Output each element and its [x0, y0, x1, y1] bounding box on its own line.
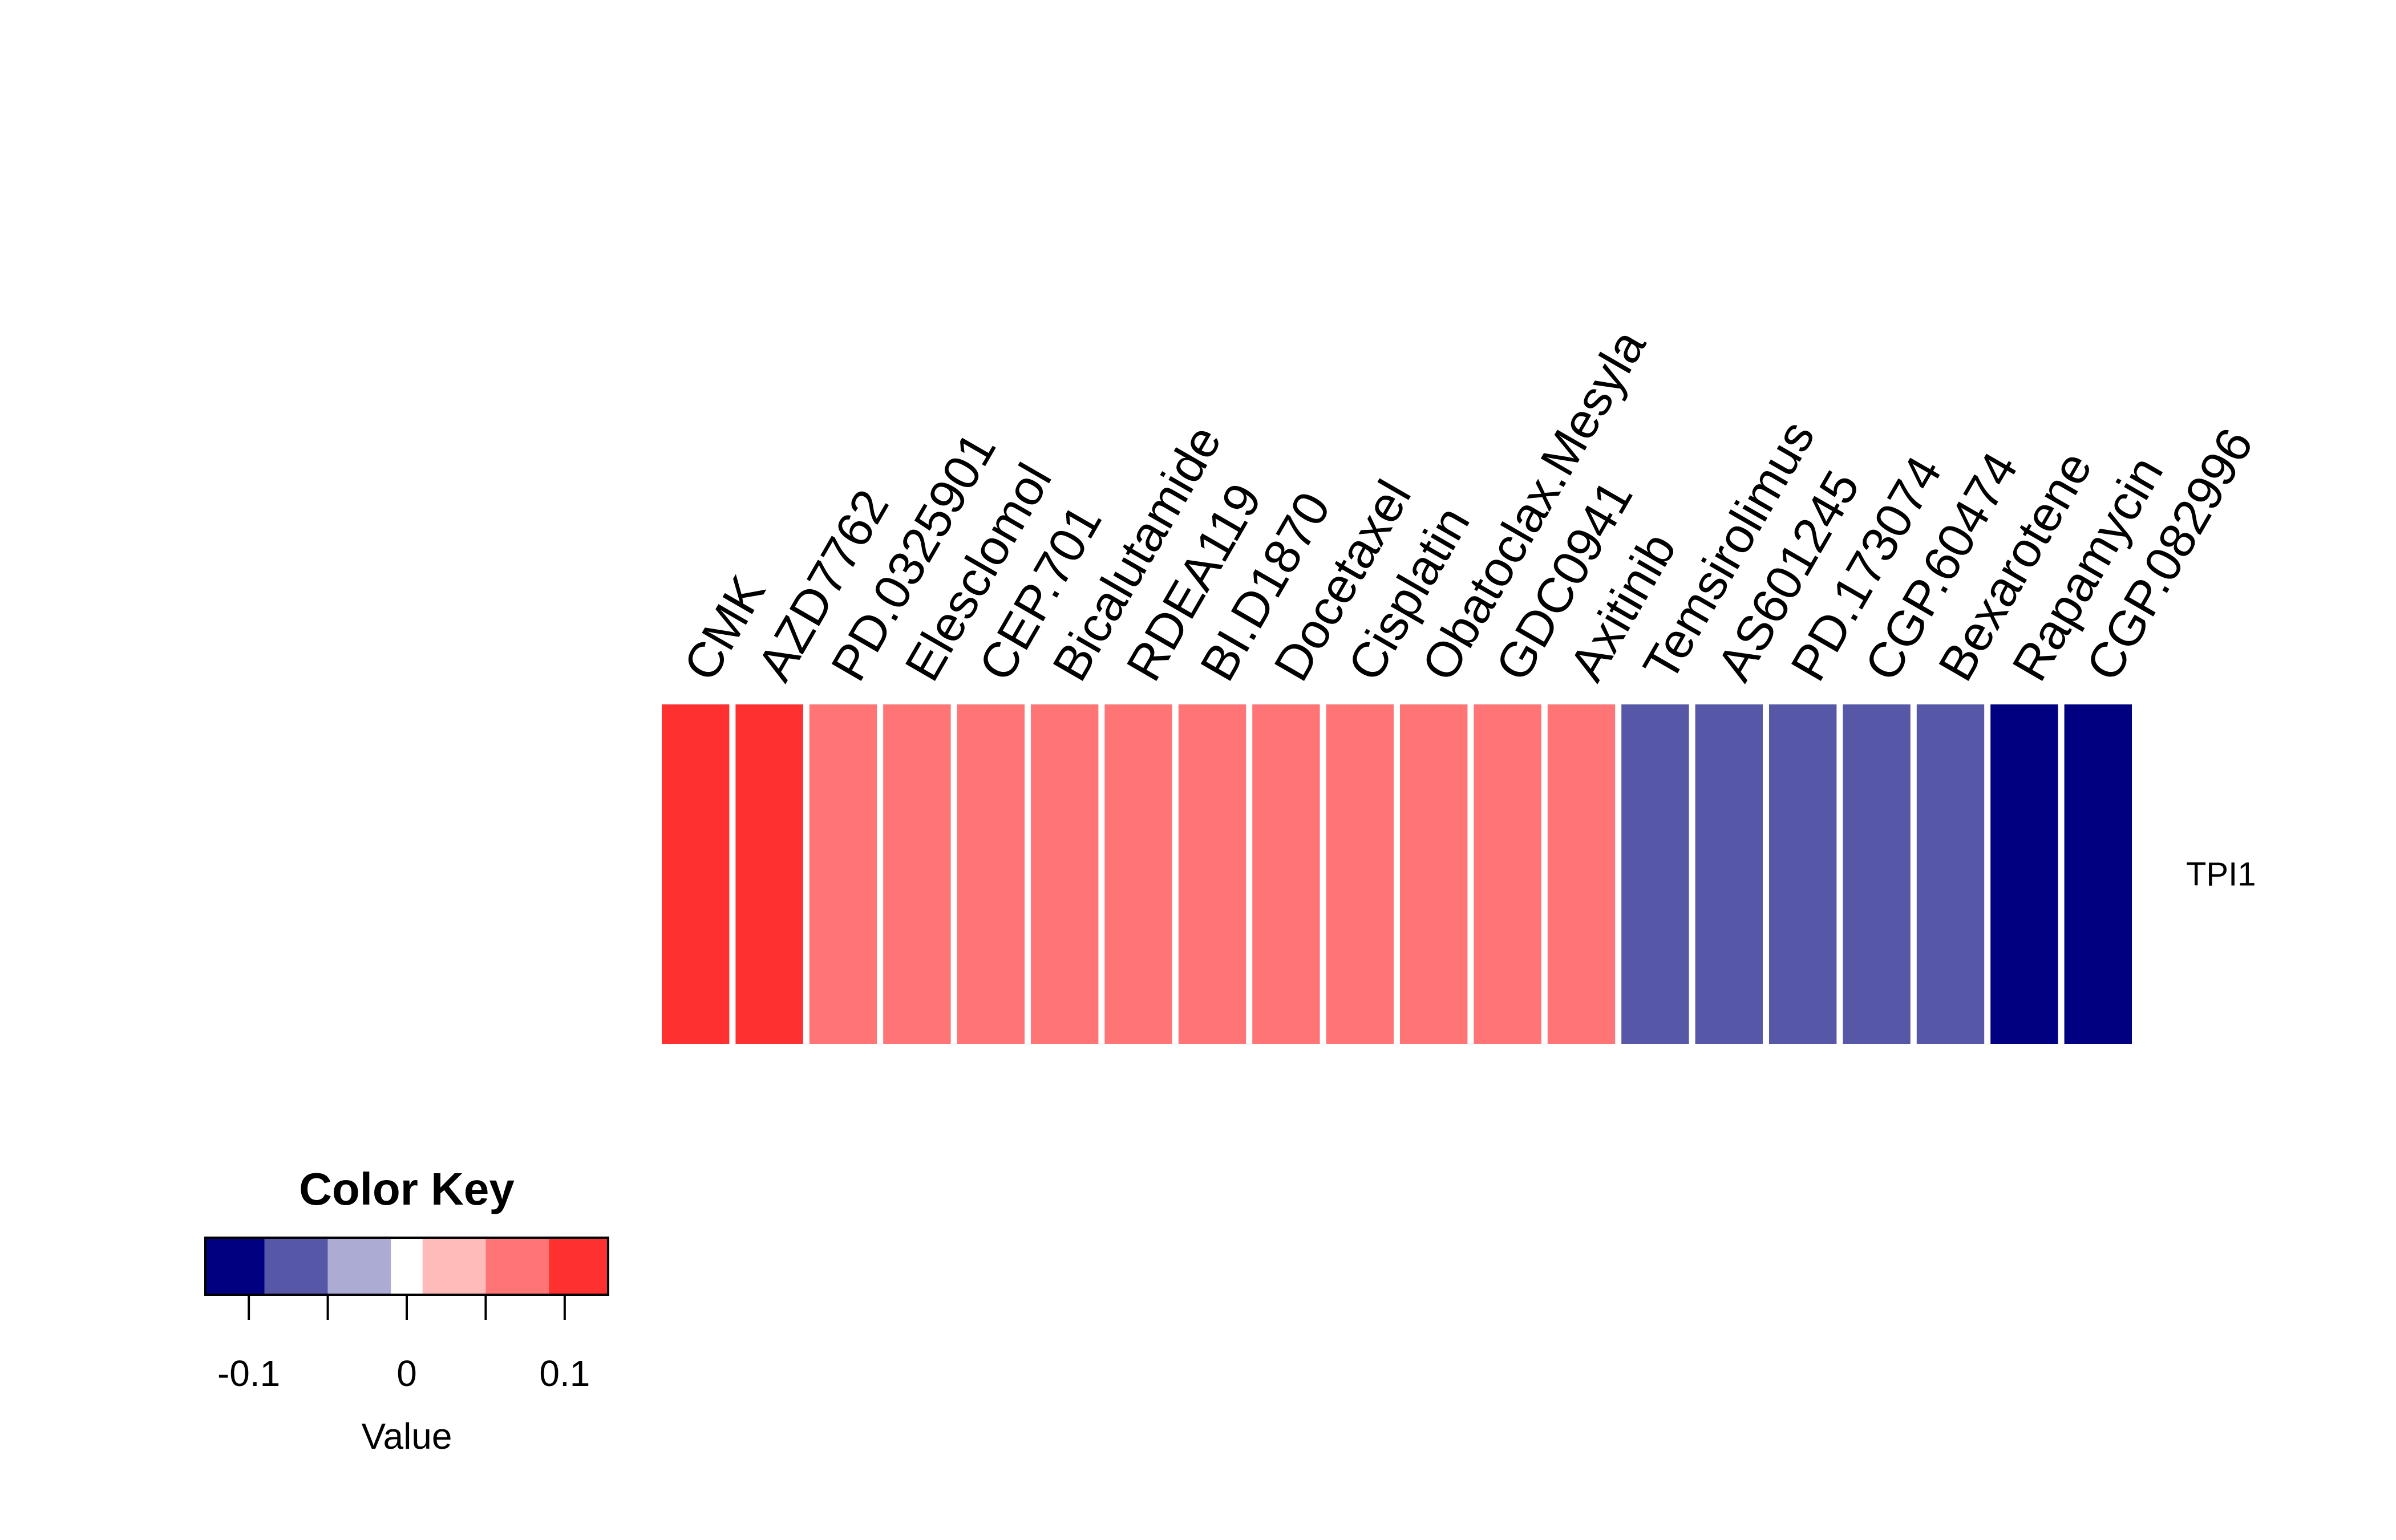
color-key-swatch: [485, 1238, 549, 1295]
heatmap-cells: [662, 704, 2132, 1044]
color-key-axis-label: Value: [362, 1416, 452, 1457]
heatmap-cell: [883, 704, 951, 1044]
heatmap-cell: [1621, 704, 1689, 1044]
heatmap-cell: [1769, 704, 1837, 1044]
color-key-swatch: [327, 1238, 391, 1295]
color-key-title: Color Key: [299, 1164, 515, 1214]
heatmap-cell: [809, 704, 877, 1044]
column-label: CMK: [673, 567, 776, 690]
heatmap-cell: [662, 704, 730, 1044]
color-key-swatch: [205, 1238, 265, 1295]
color-key-tick-label: 0: [396, 1353, 417, 1394]
heatmap-cell: [1252, 704, 1320, 1044]
heatmap-cell: [1843, 704, 1911, 1044]
color-key-tick-label: -0.1: [217, 1353, 280, 1394]
heatmap-cell: [1326, 704, 1394, 1044]
heatmap-cell: [2064, 704, 2132, 1044]
color-key-swatches: [204, 1237, 609, 1296]
color-key: Color Key -0.1 0 0.1 Value: [204, 1164, 609, 1457]
heatmap-cell: [957, 704, 1025, 1044]
color-key-swatch: [422, 1238, 486, 1295]
color-key-ticks: -0.1 0 0.1: [217, 1295, 590, 1394]
column-labels: CMKAZD7762PD.0325901ElesclomolCEP.701Bic…: [673, 321, 2264, 690]
heatmap-cell: [1474, 704, 1541, 1044]
heatmap-cell: [1695, 704, 1763, 1044]
heatmap-cell: [1178, 704, 1246, 1044]
color-key-tick-label: 0.1: [539, 1353, 590, 1394]
heatmap-cell: [1547, 704, 1616, 1044]
color-key-swatch: [549, 1238, 608, 1295]
color-key-swatch: [391, 1238, 423, 1295]
color-key-swatch: [264, 1238, 328, 1295]
heatmap-cell: [1104, 704, 1172, 1044]
heatmap-cell: [1916, 704, 1985, 1044]
heatmap-cell: [735, 704, 803, 1044]
heatmap-cell: [1990, 704, 2058, 1044]
heatmap-cell: [1031, 704, 1099, 1044]
row-label: TPI1: [2186, 856, 2256, 893]
heatmap-cell: [1400, 704, 1468, 1044]
row-labels: TPI1: [2186, 856, 2256, 893]
